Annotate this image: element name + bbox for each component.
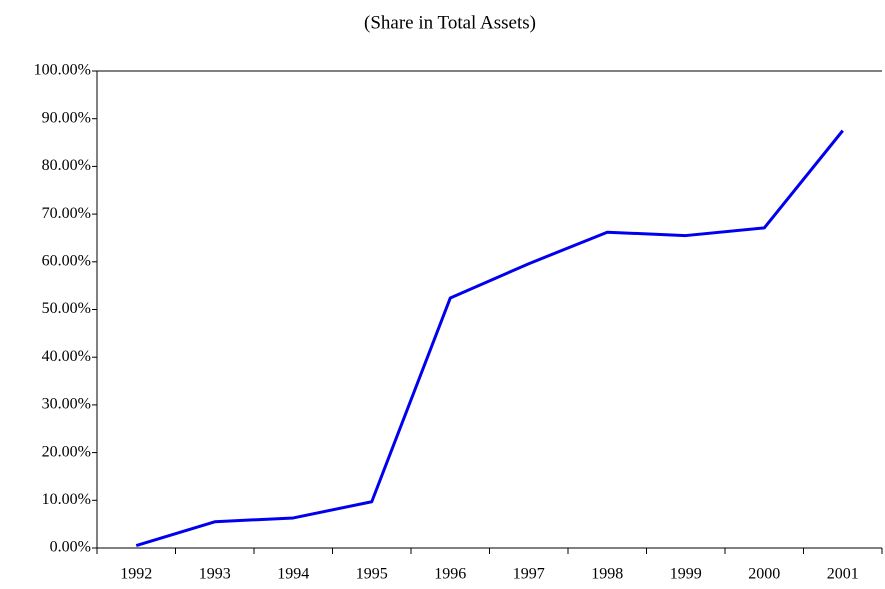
x-tick-label: 1996 [434,566,466,583]
x-tick-label: 1999 [670,566,702,583]
chart-title: (Share in Total Assets) [364,12,536,33]
y-tick-label: 50.00% [42,300,91,317]
y-tick-label: 90.00% [42,109,91,126]
data-line [135,129,844,548]
x-tick-label: 1998 [591,566,623,583]
x-tick-label: 2001 [827,566,859,583]
y-tick-label: 40.00% [42,348,91,365]
x-tick-label: 2000 [748,566,780,583]
y-tick-label: 100.00% [34,62,91,79]
y-tick-label: 20.00% [42,443,91,460]
y-tick-label: 30.00% [42,396,91,413]
x-tick-label: 1997 [513,566,545,583]
x-tick-label: 1994 [277,566,309,583]
x-tick-label: 1992 [120,566,152,583]
y-tick-label: 80.00% [42,157,91,174]
y-tick-label: 60.00% [42,252,91,269]
x-tick-label: 1995 [356,566,388,583]
y-tick-label: 0.00% [50,539,91,556]
y-tick-label: 10.00% [42,491,91,508]
x-tick-label: 1993 [199,566,231,583]
y-tick-label: 70.00% [42,205,91,222]
